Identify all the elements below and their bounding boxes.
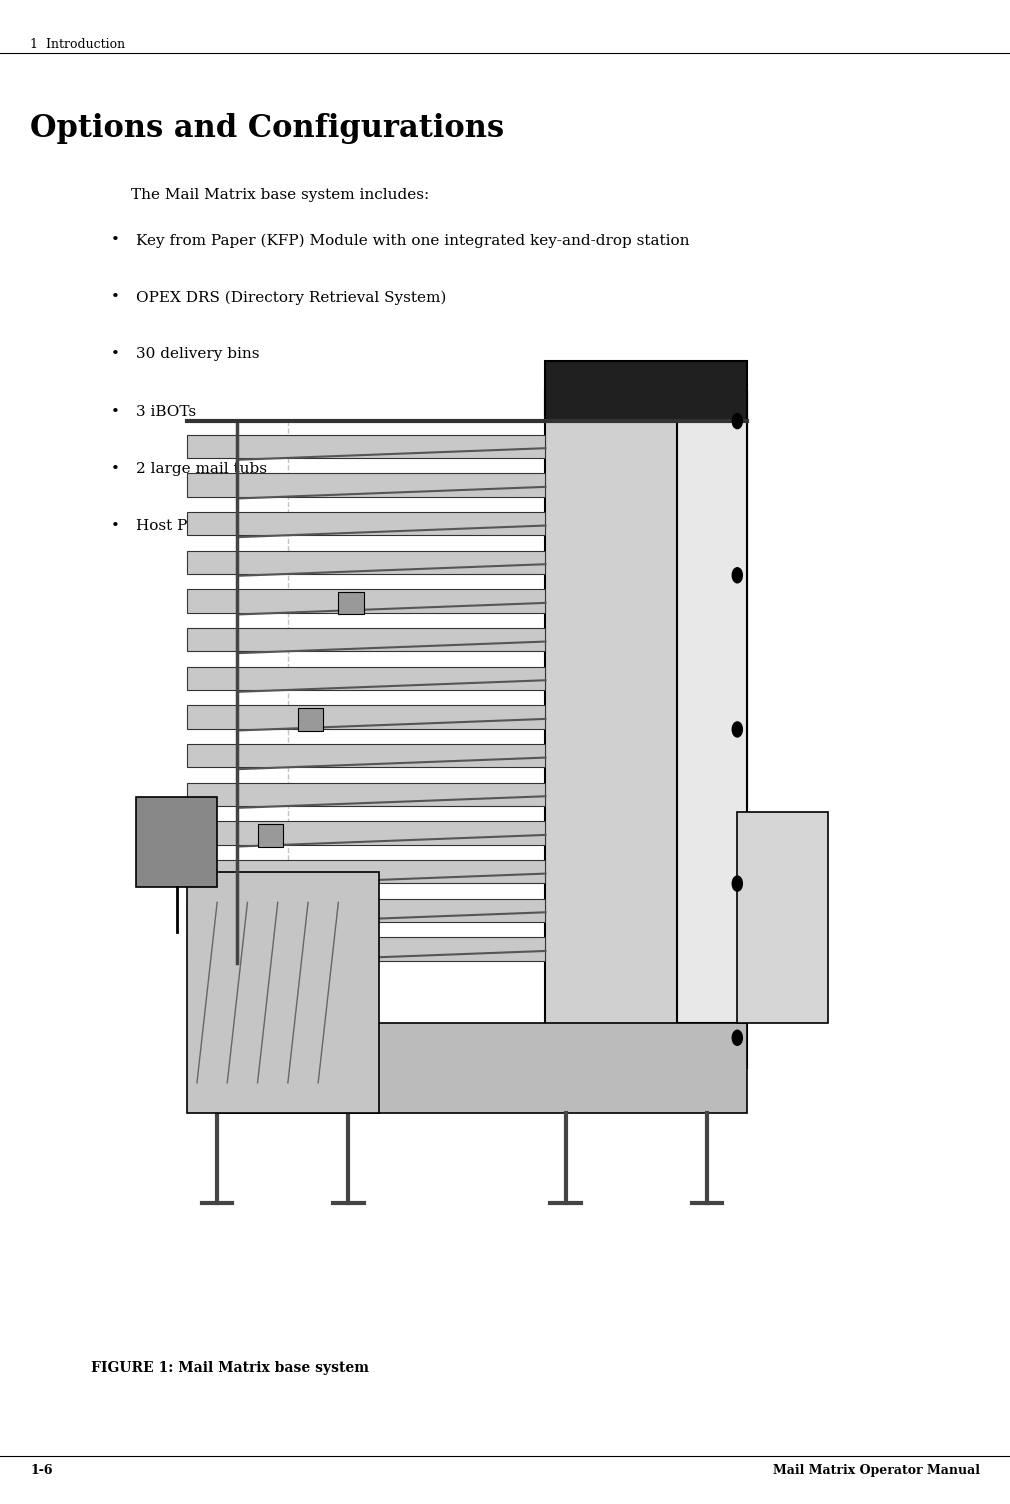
FancyBboxPatch shape: [187, 744, 545, 767]
Text: •: •: [111, 290, 120, 304]
FancyBboxPatch shape: [338, 593, 364, 615]
Text: •: •: [111, 347, 120, 361]
FancyBboxPatch shape: [187, 590, 545, 612]
FancyBboxPatch shape: [187, 666, 545, 690]
Circle shape: [732, 569, 742, 584]
Text: Key from Paper (KFP) Module with one integrated key-and-drop station: Key from Paper (KFP) Module with one int…: [136, 233, 690, 248]
FancyBboxPatch shape: [258, 824, 283, 847]
Circle shape: [732, 722, 742, 737]
FancyBboxPatch shape: [545, 391, 747, 1068]
FancyBboxPatch shape: [187, 872, 379, 1113]
FancyBboxPatch shape: [187, 937, 545, 961]
FancyBboxPatch shape: [298, 708, 323, 731]
Text: OPEX DRS (Directory Retrieval System): OPEX DRS (Directory Retrieval System): [136, 290, 446, 305]
FancyBboxPatch shape: [217, 1023, 747, 1113]
FancyBboxPatch shape: [187, 860, 545, 883]
FancyBboxPatch shape: [187, 899, 545, 922]
FancyBboxPatch shape: [737, 812, 828, 1023]
Text: •: •: [111, 462, 120, 475]
FancyBboxPatch shape: [187, 629, 545, 651]
FancyBboxPatch shape: [187, 705, 545, 728]
Text: 2 large mail tubs: 2 large mail tubs: [136, 462, 268, 475]
FancyBboxPatch shape: [136, 797, 217, 887]
Text: •: •: [111, 405, 120, 418]
FancyBboxPatch shape: [187, 474, 545, 496]
FancyBboxPatch shape: [187, 782, 545, 806]
FancyBboxPatch shape: [187, 821, 545, 845]
FancyBboxPatch shape: [545, 361, 747, 421]
Text: The Mail Matrix base system includes:: The Mail Matrix base system includes:: [131, 188, 429, 202]
Text: 1  Introduction: 1 Introduction: [30, 38, 125, 51]
Text: Mail Matrix Operator Manual: Mail Matrix Operator Manual: [773, 1463, 980, 1477]
Text: 30 delivery bins: 30 delivery bins: [136, 347, 260, 361]
Text: 1-6: 1-6: [30, 1463, 53, 1477]
Text: •: •: [111, 233, 120, 247]
Circle shape: [732, 414, 742, 429]
Text: Host PC with Microsoft Windows® XP: Host PC with Microsoft Windows® XP: [136, 519, 433, 532]
Text: •: •: [111, 519, 120, 532]
FancyBboxPatch shape: [187, 550, 545, 575]
FancyBboxPatch shape: [187, 511, 545, 535]
Text: FIGURE 1: Mail Matrix base system: FIGURE 1: Mail Matrix base system: [91, 1361, 369, 1375]
FancyBboxPatch shape: [187, 435, 545, 457]
Text: 3 iBOTs: 3 iBOTs: [136, 405, 197, 418]
Text: Options and Configurations: Options and Configurations: [30, 113, 504, 144]
Circle shape: [732, 875, 742, 890]
FancyBboxPatch shape: [677, 391, 747, 1023]
Circle shape: [732, 1030, 742, 1045]
